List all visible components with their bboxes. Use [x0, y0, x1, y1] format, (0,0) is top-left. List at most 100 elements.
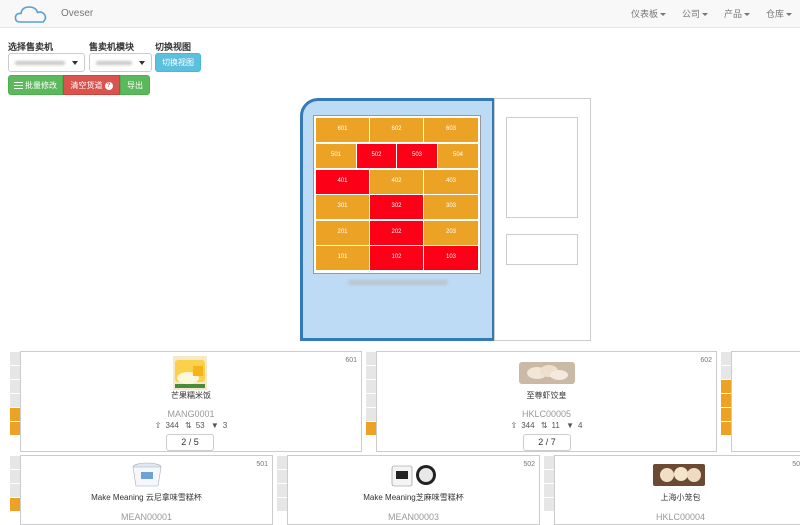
cloud-logo-icon[interactable] — [14, 4, 48, 24]
card-slot-number: 501 — [256, 461, 268, 468]
product-code: MEAN00003 — [387, 512, 440, 522]
redacted-value — [15, 61, 65, 65]
mango-sticky-rice-image — [173, 356, 207, 390]
sesame-ice-cream-cup-image — [391, 465, 436, 487]
slot-202[interactable]: 202 — [370, 221, 423, 245]
product-cart-count: 4 — [578, 421, 583, 430]
stock-level-column — [10, 352, 20, 436]
caret-down-icon — [786, 13, 792, 17]
module-select[interactable] — [89, 53, 152, 72]
redacted-value — [96, 61, 132, 65]
stock-level-column — [721, 352, 731, 436]
xiaolongbao-image — [653, 464, 705, 486]
card-slot-number: 50 — [792, 461, 800, 468]
action-button-group: 批量修改 清空货道? 导出 — [8, 75, 150, 95]
card-slot-number: 602 — [700, 357, 712, 364]
dropdown-arrow-icon — [72, 61, 78, 65]
product-name: 至尊虾饺皇 — [526, 391, 567, 400]
slot-101[interactable]: 101 — [316, 246, 369, 270]
nav-dashboard-label: 仪表板 — [630, 9, 658, 19]
slot-102[interactable]: 102 — [370, 246, 423, 270]
product-cart-count: 3 — [222, 421, 228, 430]
product-price: 344 — [521, 421, 535, 430]
nav-warehouse-label: 仓库 — [765, 9, 784, 19]
slot-502[interactable]: 502 — [357, 144, 396, 168]
slot-401[interactable]: 401 — [316, 170, 369, 194]
caret-down-icon — [743, 13, 750, 17]
list-icon — [14, 82, 23, 90]
brand-name[interactable]: Oveser — [61, 8, 94, 19]
product-name: Make Meaning 云尼拿味雪糕杯 — [91, 493, 202, 502]
page-indicator[interactable]: 2 / 7 — [523, 434, 571, 451]
nav-dashboard[interactable]: 仪表板 — [623, 0, 674, 28]
vanilla-ice-cream-cup-image — [132, 462, 162, 487]
slot-302[interactable]: 302 — [370, 195, 423, 219]
nav-warehouse[interactable]: 仓库 — [758, 0, 800, 28]
slot-103[interactable]: 103 — [424, 246, 478, 270]
caret-down-icon — [701, 13, 708, 17]
nav-product-label: 产品 — [723, 9, 742, 19]
product-code: HKLC00005 — [521, 409, 572, 419]
slot-201[interactable]: 201 — [316, 221, 369, 245]
slot-504[interactable]: 504 — [438, 144, 478, 168]
slot-501[interactable]: 501 — [316, 144, 356, 168]
batch-edit-button[interactable]: 批量修改 — [8, 75, 63, 95]
machine-pickup-panel — [506, 234, 578, 265]
stock-level-column — [366, 352, 376, 436]
clear-lane-label: 清空货道 — [70, 81, 103, 90]
product-name: Make Meaning芝麻味雪糕杯 — [363, 493, 464, 502]
stock-level-column — [544, 456, 554, 512]
product-card-602[interactable]: 602 至尊虾饺皇 HKLC00005 ⇧ 344 ⇅ 11 ▼ 4 2 / 7 — [376, 351, 717, 452]
product-price: 344 — [165, 421, 179, 430]
view-switch-label: 切换视图 — [155, 42, 192, 52]
card-slot-number: 601 — [345, 357, 357, 364]
slot-403[interactable]: 403 — [424, 170, 478, 194]
slot-603[interactable]: 603 — [424, 118, 478, 142]
nav-product[interactable]: 产品 — [716, 0, 758, 28]
upload-icon: ⇧ — [510, 421, 518, 430]
batch-edit-label: 批量修改 — [25, 81, 57, 90]
nav-company-label: 公司 — [681, 9, 700, 19]
slot-602[interactable]: 602 — [370, 118, 423, 142]
machine-select-label: 选择售卖机 — [8, 42, 54, 52]
product-name: 上海小笼包 — [660, 493, 701, 502]
redacted-machine-name — [348, 280, 448, 285]
slot-503[interactable]: 503 — [397, 144, 437, 168]
caret-down-icon — [659, 13, 666, 17]
sort-icon: ⇅ — [540, 421, 548, 430]
nav-company[interactable]: 公司 — [674, 0, 716, 28]
product-sales: 11 — [551, 421, 560, 430]
product-card-503[interactable]: 50 上海小笼包 HKLC00004 — [554, 455, 800, 525]
sort-icon: ⇅ — [185, 421, 192, 430]
cart-icon: ▼ — [210, 421, 219, 430]
stock-level-column — [10, 456, 20, 512]
product-card-603[interactable] — [731, 351, 800, 452]
stock-level-column — [277, 456, 287, 512]
cart-icon: ▼ — [566, 421, 574, 430]
module-select-label: 售卖机模块 — [89, 42, 135, 52]
slot-301[interactable]: 301 — [316, 195, 369, 219]
switch-view-button[interactable]: 切换视图 — [155, 53, 201, 72]
card-slot-number: 502 — [523, 461, 535, 468]
page-indicator[interactable]: 2 / 5 — [166, 434, 214, 451]
slot-203[interactable]: 203 — [424, 221, 478, 245]
slot-601[interactable]: 601 — [316, 118, 369, 142]
top-navbar: Oveser 仪表板 公司 产品 仓库 — [0, 0, 800, 28]
nav-menu: 仪表板 公司 产品 仓库 — [623, 0, 800, 28]
slot-402[interactable]: 402 — [370, 170, 423, 194]
shrimp-dumpling-image — [519, 362, 575, 384]
slot-303[interactable]: 303 — [424, 195, 478, 219]
dropdown-arrow-icon — [139, 61, 145, 65]
upload-icon: ⇧ — [154, 421, 162, 430]
product-code: MEAN00001 — [120, 512, 173, 522]
machine-screen-panel — [506, 117, 578, 218]
clear-lane-button[interactable]: 清空货道? — [63, 75, 120, 95]
product-card-601[interactable]: 601 芒果糯米饭 MANG0001 ⇧ 344 ⇅ 53 ▼ 3 2 / 5 — [20, 351, 362, 452]
product-code: HKLC00004 — [655, 512, 706, 522]
product-card-501[interactable]: 501 Make Meaning 云尼拿味雪糕杯 MEAN00001 — [20, 455, 273, 525]
machine-select[interactable] — [8, 53, 85, 72]
product-card-502[interactable]: 502 Make Meaning芝麻味雪糕杯 MEAN00003 — [287, 455, 540, 525]
export-button[interactable]: 导出 — [120, 75, 150, 95]
product-stats: ⇧ 344 ⇅ 11 ▼ 4 — [377, 421, 716, 430]
product-sales: 53 — [195, 421, 205, 430]
